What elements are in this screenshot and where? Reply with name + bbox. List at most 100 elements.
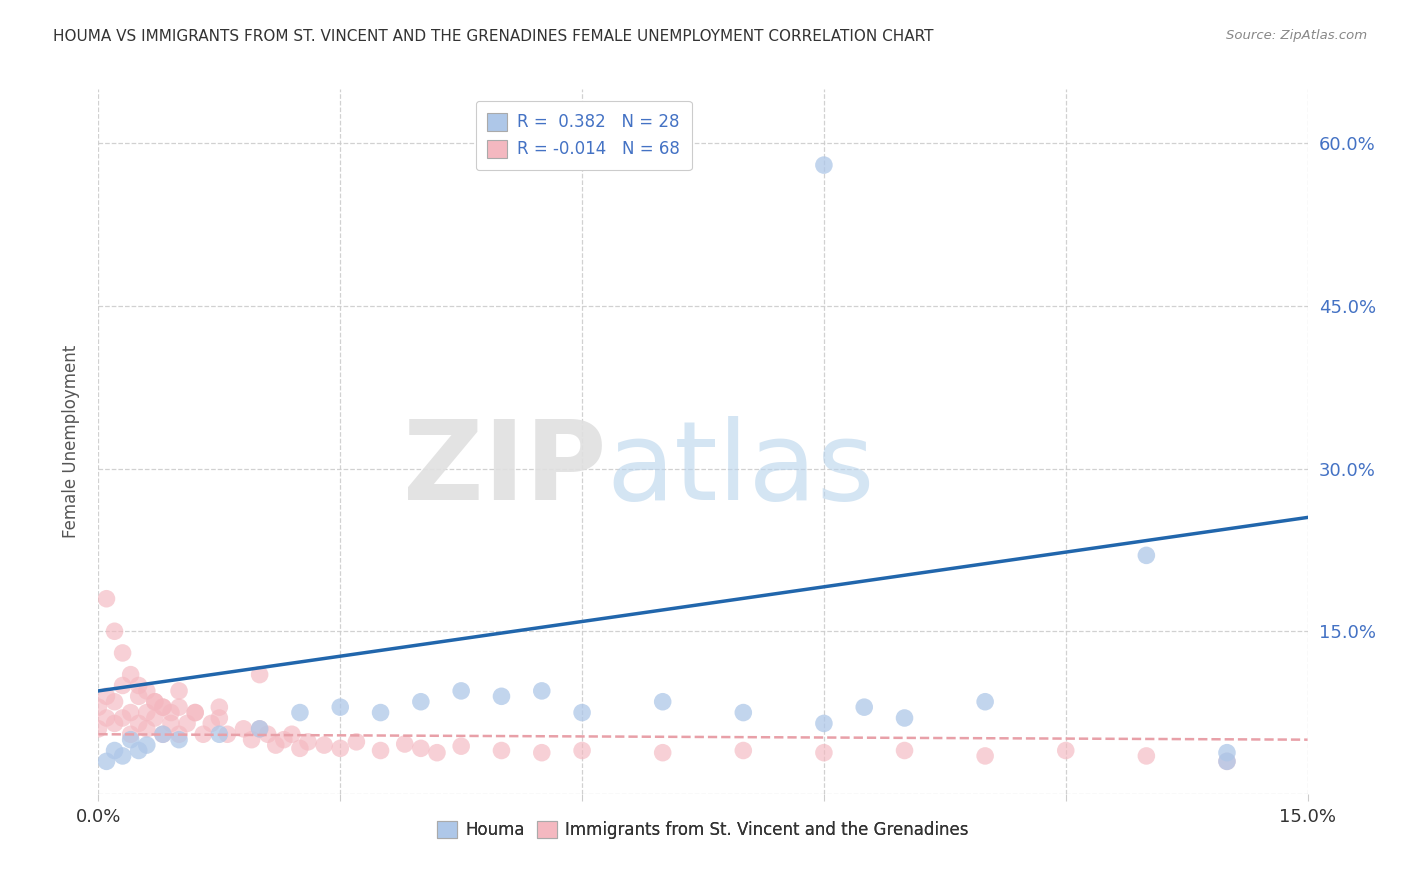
- Point: [111, 748, 134, 763]
- Point: [571, 743, 593, 757]
- Point: [111, 646, 134, 660]
- Point: [152, 700, 174, 714]
- Point: [974, 695, 997, 709]
- Point: [128, 690, 150, 704]
- Point: [394, 737, 416, 751]
- Point: [450, 739, 472, 754]
- Point: [143, 695, 166, 709]
- Point: [249, 722, 271, 736]
- Point: [344, 735, 367, 749]
- Point: [208, 711, 231, 725]
- Point: [167, 684, 190, 698]
- Point: [103, 716, 125, 731]
- Point: [143, 695, 166, 709]
- Point: [103, 624, 125, 639]
- Point: [135, 722, 157, 736]
- Point: [974, 748, 997, 763]
- Point: [733, 706, 755, 720]
- Point: [281, 727, 304, 741]
- Point: [167, 700, 190, 714]
- Point: [249, 667, 271, 681]
- Point: [96, 690, 118, 704]
- Point: [1216, 746, 1239, 760]
- Point: [264, 738, 287, 752]
- Point: [184, 706, 207, 720]
- Point: [329, 700, 352, 714]
- Point: [135, 706, 157, 720]
- Point: [249, 722, 271, 736]
- Point: [651, 695, 673, 709]
- Point: [733, 743, 755, 757]
- Point: [240, 732, 263, 747]
- Point: [96, 755, 118, 769]
- Point: [120, 706, 142, 720]
- Point: [288, 706, 311, 720]
- Point: [167, 727, 190, 741]
- Point: [893, 743, 915, 757]
- Point: [370, 706, 392, 720]
- Point: [853, 700, 876, 714]
- Point: [120, 667, 142, 681]
- Point: [152, 700, 174, 714]
- Point: [200, 716, 222, 731]
- Point: [1135, 549, 1157, 563]
- Point: [370, 743, 392, 757]
- Point: [813, 158, 835, 172]
- Point: [893, 711, 915, 725]
- Point: [120, 727, 142, 741]
- Point: [273, 732, 295, 747]
- Point: [297, 735, 319, 749]
- Point: [135, 738, 157, 752]
- Point: [176, 716, 198, 731]
- Point: [135, 684, 157, 698]
- Point: [152, 727, 174, 741]
- Point: [96, 711, 118, 725]
- Point: [167, 732, 190, 747]
- Point: [329, 741, 352, 756]
- Point: [1135, 748, 1157, 763]
- Point: [217, 727, 239, 741]
- Point: [651, 746, 673, 760]
- Point: [128, 716, 150, 731]
- Point: [87, 700, 110, 714]
- Point: [256, 727, 278, 741]
- Point: [409, 695, 432, 709]
- Legend: Houma, Immigrants from St. Vincent and the Grenadines: Houma, Immigrants from St. Vincent and t…: [430, 814, 976, 846]
- Point: [111, 678, 134, 692]
- Point: [1054, 743, 1077, 757]
- Point: [120, 732, 142, 747]
- Point: [96, 591, 118, 606]
- Text: atlas: atlas: [606, 417, 875, 524]
- Point: [288, 741, 311, 756]
- Point: [128, 678, 150, 692]
- Point: [208, 727, 231, 741]
- Y-axis label: Female Unemployment: Female Unemployment: [62, 345, 80, 538]
- Point: [491, 743, 513, 757]
- Point: [160, 706, 183, 720]
- Point: [232, 722, 254, 736]
- Point: [208, 700, 231, 714]
- Point: [450, 684, 472, 698]
- Point: [111, 711, 134, 725]
- Point: [530, 746, 553, 760]
- Point: [530, 684, 553, 698]
- Point: [87, 722, 110, 736]
- Point: [813, 716, 835, 731]
- Point: [571, 706, 593, 720]
- Point: [160, 716, 183, 731]
- Point: [128, 743, 150, 757]
- Point: [314, 738, 336, 752]
- Point: [1216, 755, 1239, 769]
- Point: [152, 727, 174, 741]
- Point: [143, 711, 166, 725]
- Point: [813, 746, 835, 760]
- Point: [409, 741, 432, 756]
- Point: [491, 690, 513, 704]
- Text: HOUMA VS IMMIGRANTS FROM ST. VINCENT AND THE GRENADINES FEMALE UNEMPLOYMENT CORR: HOUMA VS IMMIGRANTS FROM ST. VINCENT AND…: [53, 29, 934, 44]
- Point: [184, 706, 207, 720]
- Point: [193, 727, 215, 741]
- Point: [103, 743, 125, 757]
- Point: [103, 695, 125, 709]
- Point: [426, 746, 449, 760]
- Text: Source: ZipAtlas.com: Source: ZipAtlas.com: [1226, 29, 1367, 42]
